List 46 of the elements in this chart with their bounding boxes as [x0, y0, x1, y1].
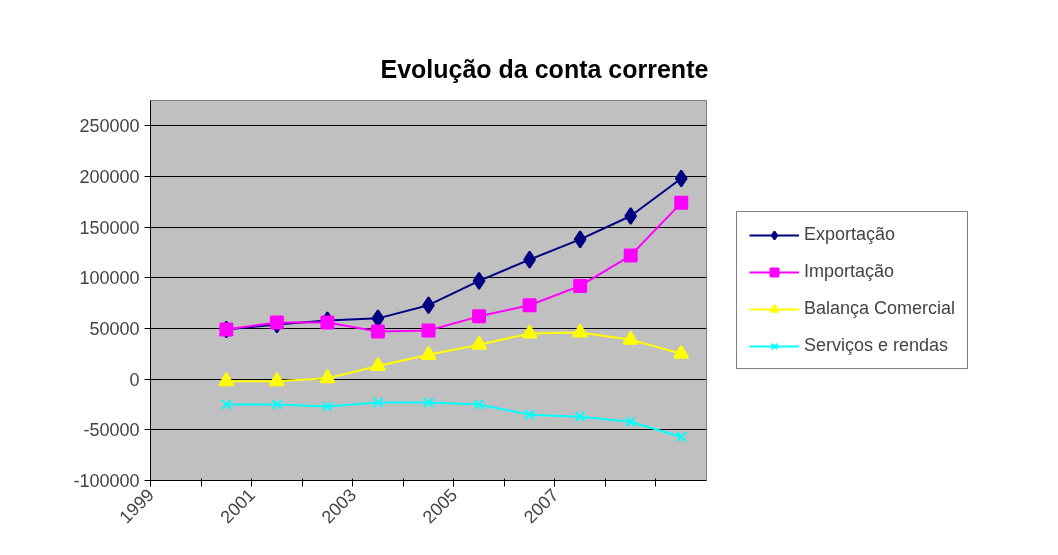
legend-label: Serviços e rendas: [804, 335, 949, 356]
point: [673, 344, 690, 359]
y-tick-label: 50000: [89, 319, 140, 339]
point: [421, 323, 436, 338]
point: [574, 411, 586, 423]
point: [472, 309, 487, 324]
point: [369, 356, 386, 372]
point: [623, 248, 638, 263]
legend-label: Exportação: [804, 224, 896, 245]
point: [522, 298, 537, 313]
point: [674, 195, 689, 210]
y-tick-label: 100000: [79, 268, 140, 289]
point: [370, 324, 385, 339]
y-tick-label: 150000: [79, 217, 140, 238]
y-tick-label: -100000: [73, 471, 140, 491]
point: [675, 431, 687, 443]
point: [268, 372, 285, 387]
point: [573, 230, 587, 249]
point: [321, 400, 334, 413]
point: [319, 369, 336, 384]
y-tick-label: 0: [129, 369, 140, 390]
point: [218, 372, 235, 387]
point: [372, 396, 384, 409]
point: [472, 271, 486, 290]
point: [521, 324, 538, 339]
y-tick-label: 250000: [79, 116, 140, 137]
point: [271, 398, 283, 411]
point: [622, 330, 639, 345]
point: [473, 398, 485, 411]
point: [320, 315, 335, 330]
point: [573, 278, 588, 293]
point: [572, 323, 589, 338]
y-tick-label: -50000: [83, 420, 140, 441]
legend-label: Importação: [804, 261, 895, 282]
point: [220, 398, 232, 411]
y-tick-label: 200000: [79, 167, 140, 187]
point: [674, 169, 688, 188]
point: [624, 207, 638, 226]
point: [625, 416, 637, 428]
chart-title: Evolução da conta corrente: [380, 55, 709, 83]
legend-label: Balança Comercial: [804, 298, 956, 319]
point: [420, 345, 437, 360]
point: [523, 409, 536, 421]
point: [269, 315, 284, 330]
point: [471, 335, 488, 350]
point: [422, 396, 435, 409]
